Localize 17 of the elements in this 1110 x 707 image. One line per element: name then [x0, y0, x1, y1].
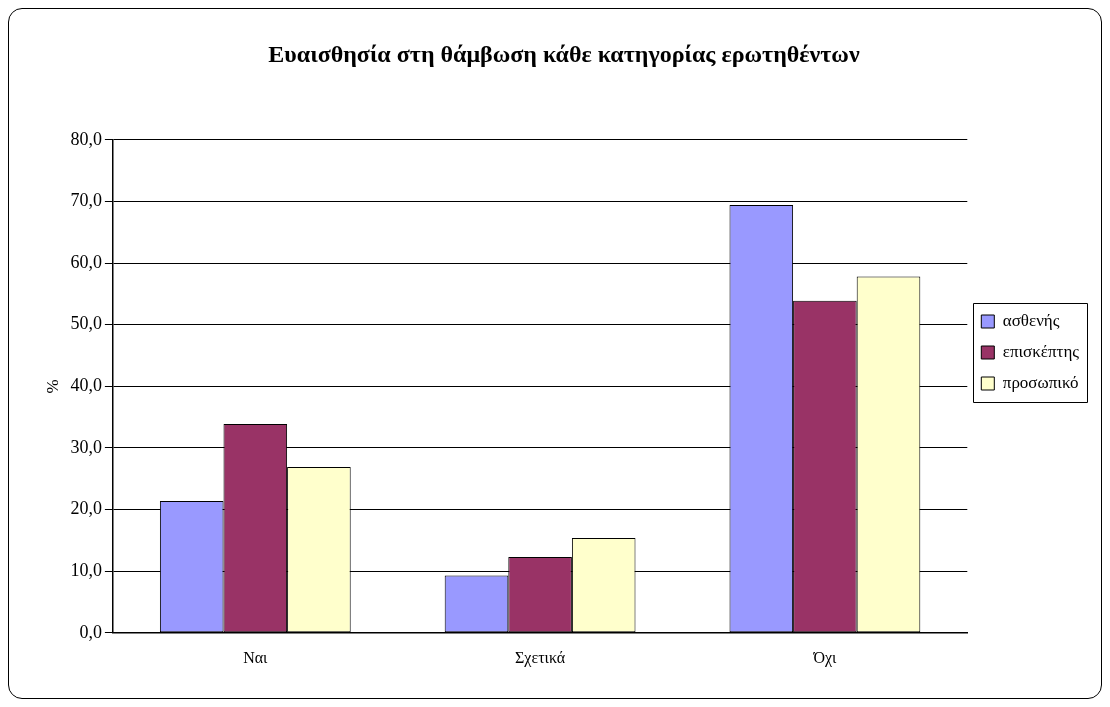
x-tick-label: Ναι — [243, 648, 269, 666]
y-tick-label: 80,0 — [70, 128, 102, 149]
y-tick-label: 0,0 — [79, 621, 102, 642]
legend-label: επισκέπτης — [1002, 341, 1080, 361]
x-tick-label: Σχετικά — [515, 648, 566, 667]
x-tick-label: Όχι — [812, 648, 838, 667]
y-tick-label: 40,0 — [70, 375, 102, 396]
y-tick-label: 20,0 — [70, 498, 102, 519]
y-tick-label: 10,0 — [70, 559, 102, 580]
y-tick-label: 70,0 — [70, 190, 102, 211]
chart-title: Ευαισθησία στη θάμβωση κάθε κατηγορίας ερωτηθέντων — [268, 40, 860, 67]
y-axis-title: % — [42, 379, 62, 394]
y-tick-label: 50,0 — [70, 313, 102, 334]
legend-label: ασθενής — [1002, 310, 1060, 330]
legend-label: προσωπικό — [1002, 372, 1079, 392]
y-tick-label: 60,0 — [70, 251, 102, 272]
y-tick-label: 30,0 — [70, 436, 102, 457]
